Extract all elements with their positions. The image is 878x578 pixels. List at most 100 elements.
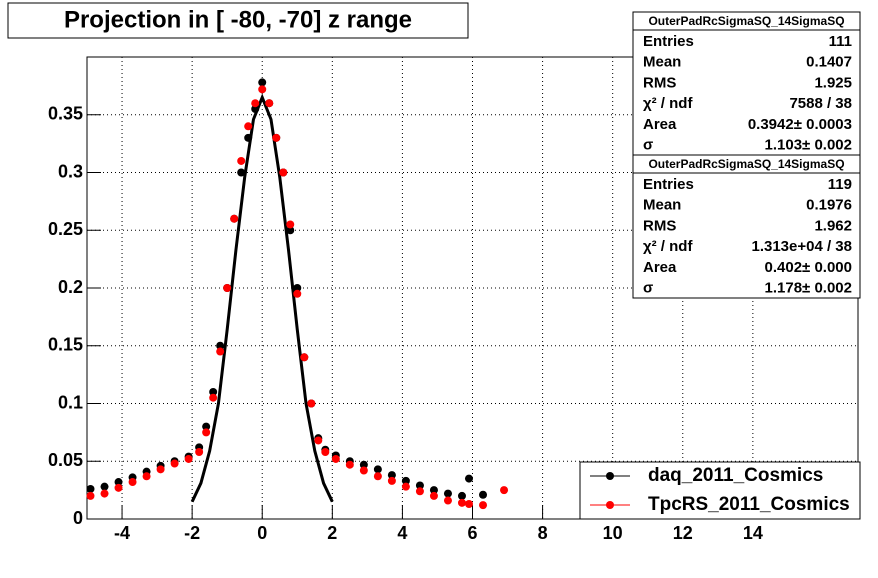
- data-point: [86, 491, 95, 500]
- title-box: [7, 2, 469, 39]
- stat-label: Mean: [643, 197, 681, 214]
- data-point: [114, 483, 123, 492]
- data-point: [401, 482, 410, 491]
- data-point: [457, 498, 466, 507]
- fit-curve: [190, 93, 334, 503]
- x-tick-label: 10: [603, 523, 623, 543]
- data-point: [265, 99, 274, 108]
- data-point: [373, 465, 382, 474]
- data-point: [202, 422, 211, 431]
- x-tick-label: -4: [114, 523, 130, 543]
- data-point: [244, 122, 253, 131]
- y-tick-label: 0.3: [58, 161, 83, 181]
- data-point: [429, 486, 438, 495]
- stat-value: 111: [829, 33, 852, 50]
- x-tick-label: 12: [673, 523, 693, 543]
- y-tick-label: 0: [73, 508, 83, 528]
- data-point: [223, 284, 232, 292]
- data-point: [279, 168, 288, 177]
- y-tick-label: 0.25: [48, 219, 83, 239]
- stat-label: Area: [643, 259, 677, 276]
- data-point: [500, 486, 509, 495]
- stat-box: [632, 11, 861, 156]
- stat-label: Entries: [643, 176, 694, 193]
- data-point: [237, 168, 246, 177]
- stat-value: 1.103± 0.002: [765, 136, 852, 153]
- data-point: [479, 501, 488, 510]
- stat-value: 1.178± 0.002: [765, 279, 852, 296]
- data-point: [251, 99, 260, 108]
- data-point: [216, 347, 225, 356]
- stat-label: Entries: [643, 33, 694, 50]
- data-point: [272, 133, 281, 142]
- data-point: [443, 489, 452, 498]
- stat-value: 0.1407: [806, 54, 852, 71]
- data-point: [300, 353, 309, 362]
- stat-value: 7588 / 38: [789, 95, 852, 112]
- data-point: [114, 478, 123, 487]
- data-point: [156, 465, 165, 474]
- data-point: [359, 466, 368, 475]
- data-point: [479, 490, 488, 499]
- data-point: [86, 484, 95, 493]
- data-point: [415, 487, 424, 496]
- data-point: [286, 220, 295, 229]
- legend-marker: [606, 472, 614, 480]
- data-point: [443, 496, 452, 505]
- legend-label: daq_2011_Cosmics: [648, 465, 823, 486]
- stat-value: 0.3942± 0.0003: [748, 116, 852, 133]
- stat-label: σ: [643, 279, 653, 296]
- data-point: [237, 156, 246, 165]
- stat-value: 1.962: [814, 217, 852, 234]
- data-point: [293, 284, 302, 292]
- x-tick-label: 8: [538, 523, 548, 543]
- data-point: [464, 499, 473, 508]
- data-point: [293, 289, 302, 298]
- stat-value: 119: [828, 176, 852, 193]
- data-point: [401, 476, 410, 485]
- data-point: [464, 474, 473, 483]
- stat-label: σ: [643, 136, 653, 153]
- data-point: [209, 393, 218, 402]
- data-point: [258, 85, 267, 94]
- data-point: [100, 482, 109, 491]
- y-tick-label: 0.2: [58, 277, 83, 297]
- data-point: [307, 399, 316, 408]
- data-point: [100, 489, 109, 498]
- data-point: [142, 472, 151, 481]
- x-tick-label: -2: [184, 523, 200, 543]
- stat-title: OuterPadRcSigmaSQ_14SigmaSQ: [648, 157, 844, 171]
- data-point: [314, 436, 323, 445]
- data-point: [202, 428, 211, 437]
- data-point: [359, 460, 368, 469]
- x-tick-label: 0: [257, 523, 267, 543]
- x-tick-label: 2: [327, 523, 337, 543]
- stat-value: 0.1976: [806, 197, 852, 214]
- data-point: [373, 472, 382, 481]
- x-tick-label: 14: [743, 523, 763, 543]
- data-point: [331, 454, 340, 463]
- data-point: [195, 448, 204, 457]
- data-point: [184, 454, 193, 463]
- data-point: [387, 471, 396, 480]
- stat-box: [632, 154, 861, 299]
- data-point: [244, 133, 253, 142]
- x-tick-label: 4: [397, 523, 407, 543]
- data-point: [429, 491, 438, 500]
- stat-label: χ² / ndf: [643, 95, 693, 112]
- data-point: [216, 341, 225, 350]
- chart-title: Projection in [ -80, -70] z range: [64, 6, 412, 33]
- stat-label: Area: [643, 116, 677, 133]
- data-point: [251, 104, 260, 113]
- stat-value: 1.313e+04 / 38: [751, 238, 852, 255]
- y-tick-label: 0.1: [58, 392, 83, 412]
- data-point: [230, 214, 239, 223]
- data-point: [286, 226, 295, 235]
- stat-label: RMS: [643, 217, 676, 234]
- data-point: [345, 460, 354, 469]
- stat-label: Mean: [643, 54, 681, 71]
- legend-marker: [606, 501, 614, 509]
- data-point: [415, 481, 424, 490]
- data-point: [457, 491, 466, 500]
